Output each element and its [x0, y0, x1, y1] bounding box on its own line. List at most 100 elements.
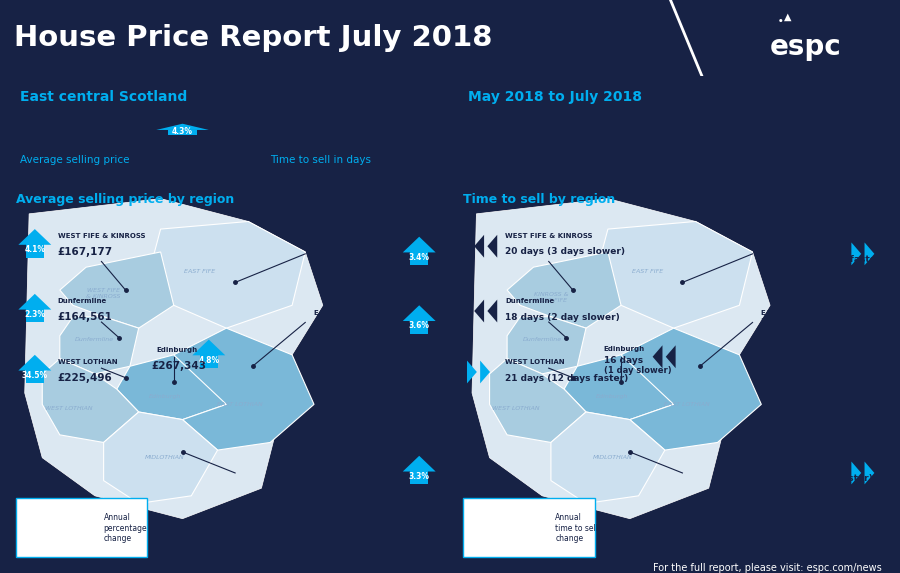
Polygon shape: [652, 346, 662, 368]
Text: ▲: ▲: [784, 12, 791, 22]
Text: £225,496: £225,496: [58, 374, 112, 383]
Polygon shape: [410, 470, 428, 484]
Text: MIDLOTHIAN: MIDLOTHIAN: [314, 461, 364, 466]
Polygon shape: [24, 534, 56, 549]
Text: ●: ●: [778, 19, 782, 23]
Text: May 2018 to July 2018: May 2018 to July 2018: [468, 90, 642, 104]
Polygon shape: [24, 199, 323, 519]
Polygon shape: [167, 129, 197, 135]
Polygon shape: [104, 412, 218, 504]
Polygon shape: [474, 300, 484, 323]
Text: Edinburgh: Edinburgh: [596, 394, 628, 399]
Polygon shape: [42, 359, 139, 442]
Text: (1 day slower): (1 day slower): [604, 366, 671, 375]
Polygon shape: [58, 525, 88, 540]
Polygon shape: [117, 355, 227, 419]
Text: 16 days: 16 days: [604, 356, 643, 365]
Polygon shape: [25, 244, 44, 258]
Text: 19 days (2 day faster): 19 days (2 day faster): [761, 474, 873, 483]
Polygon shape: [507, 252, 621, 328]
Polygon shape: [666, 346, 676, 368]
Text: WEST LOTHIAN: WEST LOTHIAN: [505, 359, 564, 366]
Text: Annual
percentage
change: Annual percentage change: [104, 513, 148, 543]
Text: Dunfermline: Dunfermline: [58, 299, 107, 304]
Polygon shape: [59, 252, 174, 328]
Text: £236,060: £236,060: [314, 254, 369, 265]
Polygon shape: [488, 300, 497, 323]
Polygon shape: [507, 317, 586, 374]
Text: Annual
time to sell
change: Annual time to sell change: [555, 513, 598, 543]
Polygon shape: [231, 125, 244, 132]
Polygon shape: [467, 360, 477, 383]
Polygon shape: [480, 531, 490, 552]
Polygon shape: [865, 461, 875, 484]
Polygon shape: [193, 340, 225, 355]
Text: 17 days: 17 days: [270, 107, 367, 127]
FancyBboxPatch shape: [16, 498, 148, 557]
Text: £267,343: £267,343: [152, 361, 207, 371]
Text: MIDLOTHIAN: MIDLOTHIAN: [761, 461, 811, 466]
Text: WEST LOTHIAN: WEST LOTHIAN: [58, 359, 117, 366]
Polygon shape: [410, 320, 428, 334]
Polygon shape: [869, 311, 877, 334]
Text: WEST FIFE
& KINROSS: WEST FIFE & KINROSS: [86, 288, 121, 299]
Text: Time to sell in days: Time to sell in days: [270, 155, 371, 165]
Text: East central Scotland: East central Scotland: [21, 90, 187, 104]
Polygon shape: [59, 317, 139, 374]
Polygon shape: [32, 524, 49, 534]
Polygon shape: [472, 199, 770, 519]
Text: WEST LOTHIAN: WEST LOTHIAN: [492, 406, 540, 411]
Text: 44 days (11 days faster): 44 days (11 days faster): [761, 255, 885, 264]
Text: 21 days: 21 days: [761, 318, 800, 327]
Polygon shape: [200, 355, 218, 368]
Text: WEST FIFE & KINROSS: WEST FIFE & KINROSS: [58, 233, 145, 239]
Text: WEST LOTHIAN: WEST LOTHIAN: [45, 406, 93, 411]
Polygon shape: [525, 531, 535, 552]
Text: KINROSS &
WEST FIFE: KINROSS & WEST FIFE: [534, 292, 568, 303]
Polygon shape: [410, 252, 428, 265]
Text: Average selling price by region: Average selling price by region: [16, 193, 234, 206]
FancyBboxPatch shape: [464, 498, 595, 557]
Polygon shape: [18, 229, 51, 245]
Text: EAST LOTHIAN: EAST LOTHIAN: [217, 402, 262, 407]
Text: 18 days (2 day slower): 18 days (2 day slower): [505, 313, 620, 322]
Polygon shape: [595, 221, 752, 328]
Polygon shape: [488, 235, 497, 258]
Text: (same as last year): (same as last year): [761, 328, 860, 337]
Text: EAST LOTHIAN: EAST LOTHIAN: [664, 402, 709, 407]
Text: Average selling price: Average selling price: [21, 155, 130, 165]
Polygon shape: [490, 359, 586, 442]
Text: MIDLOTHIAN: MIDLOTHIAN: [145, 455, 184, 460]
Text: Edinburgh: Edinburgh: [157, 347, 197, 354]
Polygon shape: [403, 237, 436, 253]
Text: 4.3%: 4.3%: [172, 127, 193, 136]
Text: 3.6%: 3.6%: [409, 321, 429, 331]
Text: £247,157: £247,157: [21, 112, 137, 132]
Text: WEST FIFE & KINROSS: WEST FIFE & KINROSS: [505, 233, 592, 239]
Text: Edinburgh: Edinburgh: [148, 394, 181, 399]
Polygon shape: [65, 539, 82, 552]
Text: 2.3%: 2.3%: [24, 310, 45, 319]
Text: espc: espc: [770, 33, 842, 61]
Text: Time to sell by region: Time to sell by region: [464, 193, 616, 206]
Polygon shape: [174, 328, 314, 450]
Text: House Price Report July 2018: House Price Report July 2018: [14, 24, 492, 52]
Polygon shape: [639, 0, 900, 76]
Polygon shape: [25, 309, 44, 323]
Text: £235,699: £235,699: [314, 323, 368, 333]
Text: MIDLOTHIAN: MIDLOTHIAN: [592, 455, 632, 460]
Polygon shape: [564, 355, 673, 419]
Text: (1 day slower): (1 day slower): [270, 129, 345, 139]
Text: Dunfermline: Dunfermline: [505, 299, 554, 304]
Text: EAST FIFE: EAST FIFE: [761, 241, 801, 248]
Polygon shape: [18, 294, 51, 309]
Polygon shape: [157, 124, 209, 130]
Polygon shape: [248, 125, 262, 132]
Text: 3.4%: 3.4%: [409, 253, 429, 262]
Polygon shape: [18, 355, 51, 371]
Text: Dunfermline: Dunfermline: [76, 337, 114, 342]
Polygon shape: [851, 461, 861, 484]
Text: EAST LOTHIAN: EAST LOTHIAN: [761, 310, 819, 316]
Text: For the full report, please visit: espc.com/news: For the full report, please visit: espc.…: [653, 563, 882, 573]
Text: EAST LOTHIAN: EAST LOTHIAN: [314, 310, 372, 316]
